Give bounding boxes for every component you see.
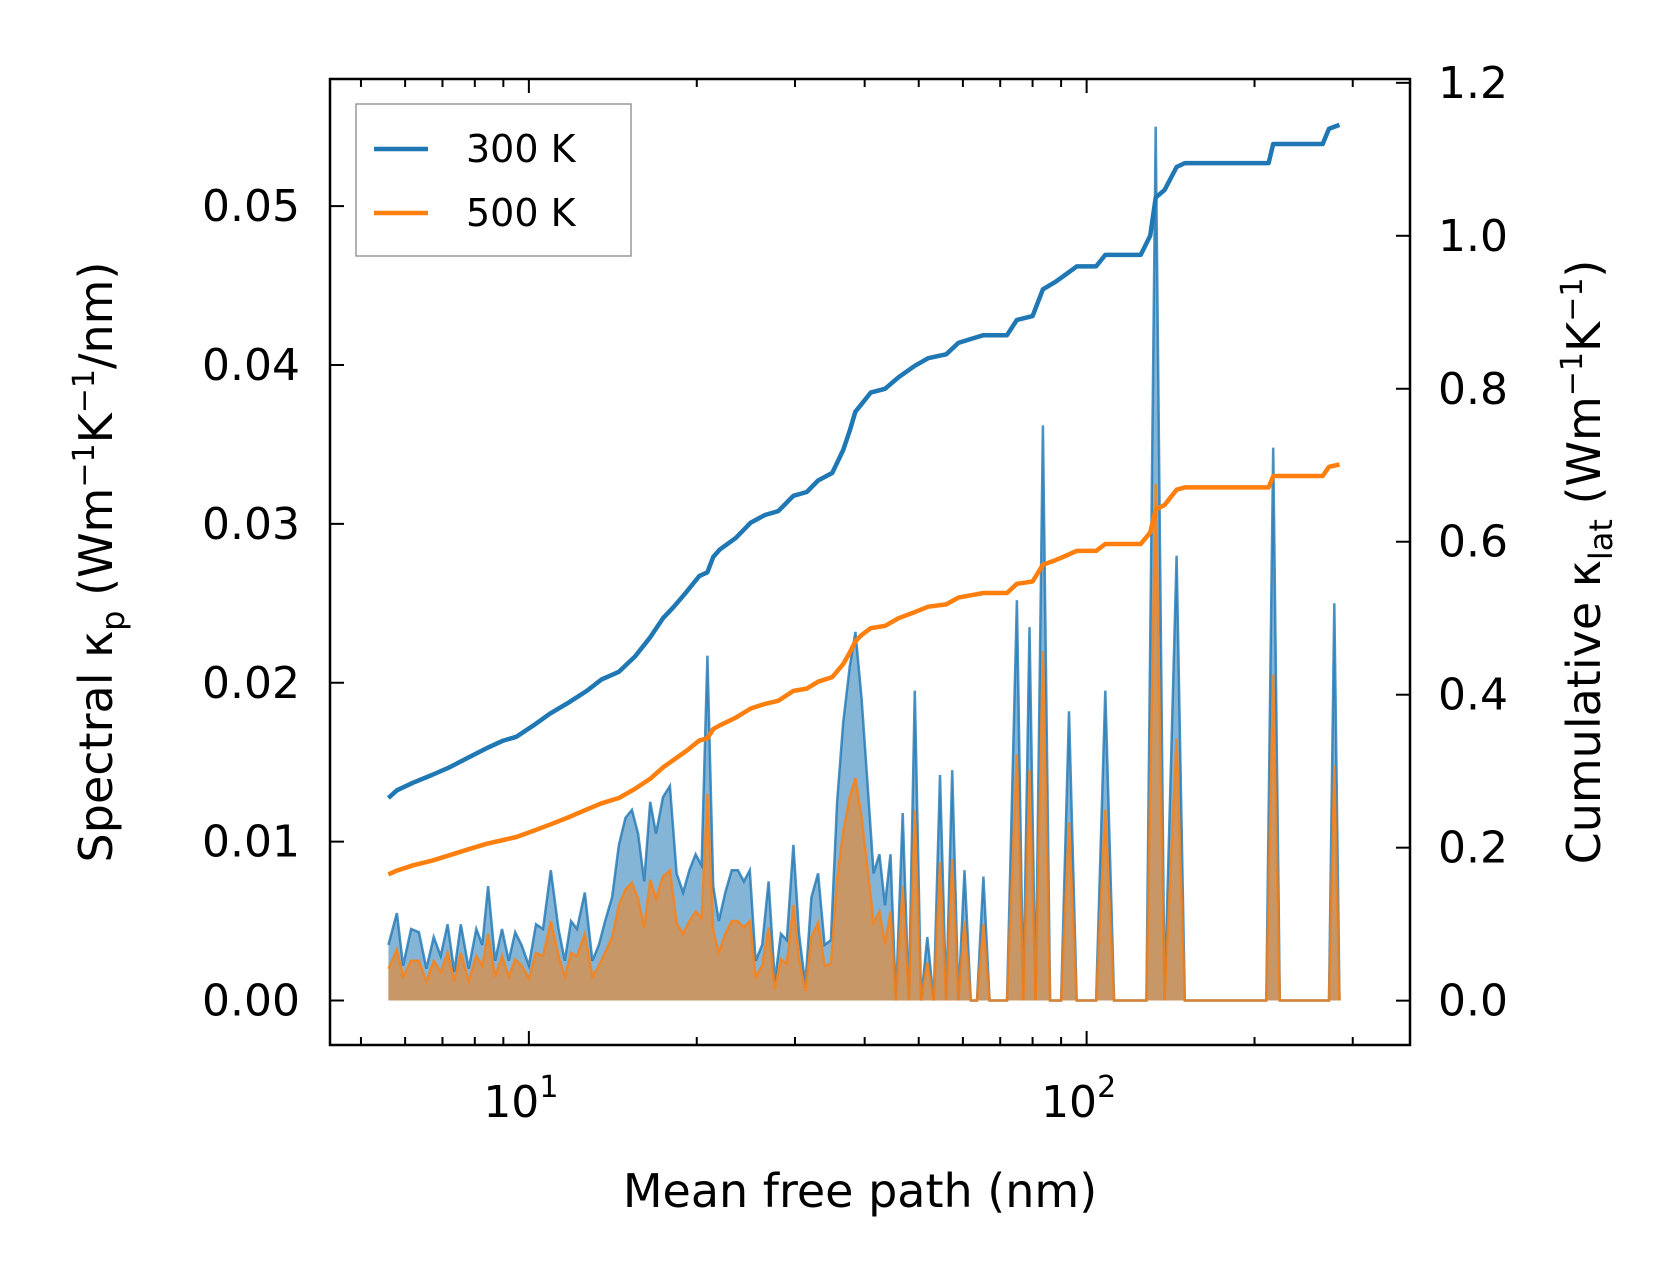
- spectral-line-300k: [387, 126, 1341, 1002]
- y-tick-label: 0.03: [202, 499, 300, 550]
- y-axis-label: Spectral κp (Wm−1K−1/nm): [67, 262, 132, 863]
- spectral-fill-500k: [388, 484, 1340, 1001]
- y-tick-label: 0.00: [202, 976, 300, 1027]
- y2-tick-label: 0.4: [1438, 670, 1508, 721]
- y-tick-label: 0.01: [202, 817, 300, 868]
- x-tick-label: 101: [483, 1070, 558, 1128]
- cumulative-lines: [386, 122, 1341, 877]
- y2-tick-label: 0.2: [1438, 823, 1508, 874]
- x-axis-label: Mean free path (nm): [623, 1164, 1097, 1218]
- legend-label: 300 K: [466, 127, 577, 171]
- spectral-line-500k: [387, 484, 1341, 1002]
- y2-tick-label: 0.8: [1438, 364, 1508, 415]
- y2-tick-label: 0.6: [1438, 517, 1508, 568]
- axes: 101 102 0.00 0.01 0.02 0.03 0.04 0.05 0.0 0.2 0.4 0…: [67, 58, 1620, 1218]
- y2-axis-label: Cumulative κlat (Wm−1K−1): [1555, 260, 1620, 865]
- y2-tick-label: 0.0: [1438, 976, 1508, 1027]
- y-tick-label: 0.02: [202, 658, 300, 709]
- cumulative-line-300k: [386, 122, 1341, 800]
- y-tick-label: 0.05: [202, 181, 300, 232]
- y-tick-label: 0.04: [202, 340, 300, 391]
- legend: 300 K 500 K: [355, 103, 632, 257]
- x-tick-label: 102: [1041, 1070, 1116, 1128]
- spectral-fills: [387, 126, 1341, 1002]
- cumulative-line-500k: [387, 462, 1340, 877]
- y2-tick-label: 1.2: [1438, 58, 1508, 109]
- spectral-fill-300k: [388, 126, 1340, 1001]
- y2-tick-label: 1.0: [1438, 211, 1508, 262]
- plot-frame: [328, 77, 1412, 1047]
- legend-label: 500 K: [466, 191, 577, 235]
- legend-box: [355, 103, 632, 257]
